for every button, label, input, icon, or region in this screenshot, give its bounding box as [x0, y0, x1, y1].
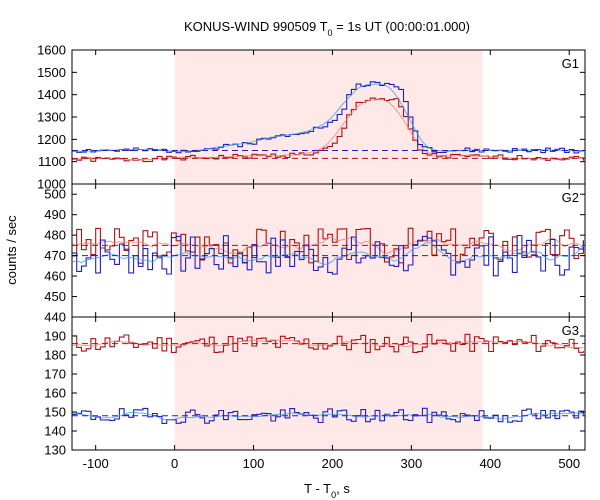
y-tick-label: 190 — [44, 329, 66, 344]
y-tick-label: 1000 — [37, 177, 66, 192]
panel-frame-g3 — [71, 316, 586, 451]
y-tick-label: 490 — [44, 207, 66, 222]
y-tick-label: 500 — [44, 187, 66, 202]
panel-label-g3: G3 — [562, 323, 579, 338]
y-tick-label: 480 — [44, 228, 66, 243]
shaded-interval-g1 — [174, 50, 483, 184]
y-tick-label: 1500 — [37, 65, 66, 80]
x-tick-label: 400 — [479, 456, 501, 471]
y-axis-title: counts / sec — [4, 215, 19, 285]
lightblue-fit-g2 — [71, 241, 584, 265]
x-ticks-group: -100 0 100 200 300 400 500 — [83, 50, 580, 471]
y-tick-label: 1600 — [37, 43, 66, 58]
y-tick-label: 1200 — [37, 132, 66, 147]
y-tick-label: 130 — [44, 443, 66, 458]
chart-title: KONUS-WIND 990509 T0 = 1s UT (00:00:01.0… — [184, 19, 470, 38]
lightblue-fit-g3 — [71, 411, 584, 421]
x-axis-title: T - T0, s — [304, 481, 350, 500]
y-tick-label: 180 — [44, 348, 66, 363]
shaded-interval-g3 — [174, 317, 483, 450]
y-tick-label: 440 — [44, 310, 66, 325]
y-tick-label: 150 — [44, 405, 66, 420]
y-tick-label: 450 — [44, 289, 66, 304]
curves-group — [71, 81, 585, 424]
shaded-interval-g2 — [174, 184, 483, 317]
y-tick-label: 170 — [44, 367, 66, 382]
y-ticks-group: 1000 1100 1200 1300 1400 1500 1600 440 450 460 470… — [37, 43, 585, 458]
x-tick-label: 100 — [243, 456, 265, 471]
x-tick-label: 300 — [401, 456, 423, 471]
x-tick-label: 500 — [558, 456, 580, 471]
pink-fit-g2 — [71, 236, 584, 255]
y-tick-label: 470 — [44, 248, 66, 263]
panel-label-g1: G1 — [562, 56, 579, 71]
y-tick-label: 460 — [44, 269, 66, 284]
y-tick-label: 160 — [44, 386, 66, 401]
x-tick-label: 0 — [171, 456, 178, 471]
y-tick-label: 1400 — [37, 87, 66, 102]
y-tick-label: 140 — [44, 424, 66, 439]
pink-fit-g3 — [71, 339, 584, 349]
x-tick-label: -100 — [83, 456, 109, 471]
y-tick-label: 1300 — [37, 110, 66, 125]
shaded-interval-group — [174, 50, 483, 450]
panel-label-g2: G2 — [562, 190, 579, 205]
y-tick-label: 1100 — [38, 154, 66, 169]
red-series-g3 — [72, 333, 584, 353]
x-tick-label: 200 — [322, 456, 344, 471]
